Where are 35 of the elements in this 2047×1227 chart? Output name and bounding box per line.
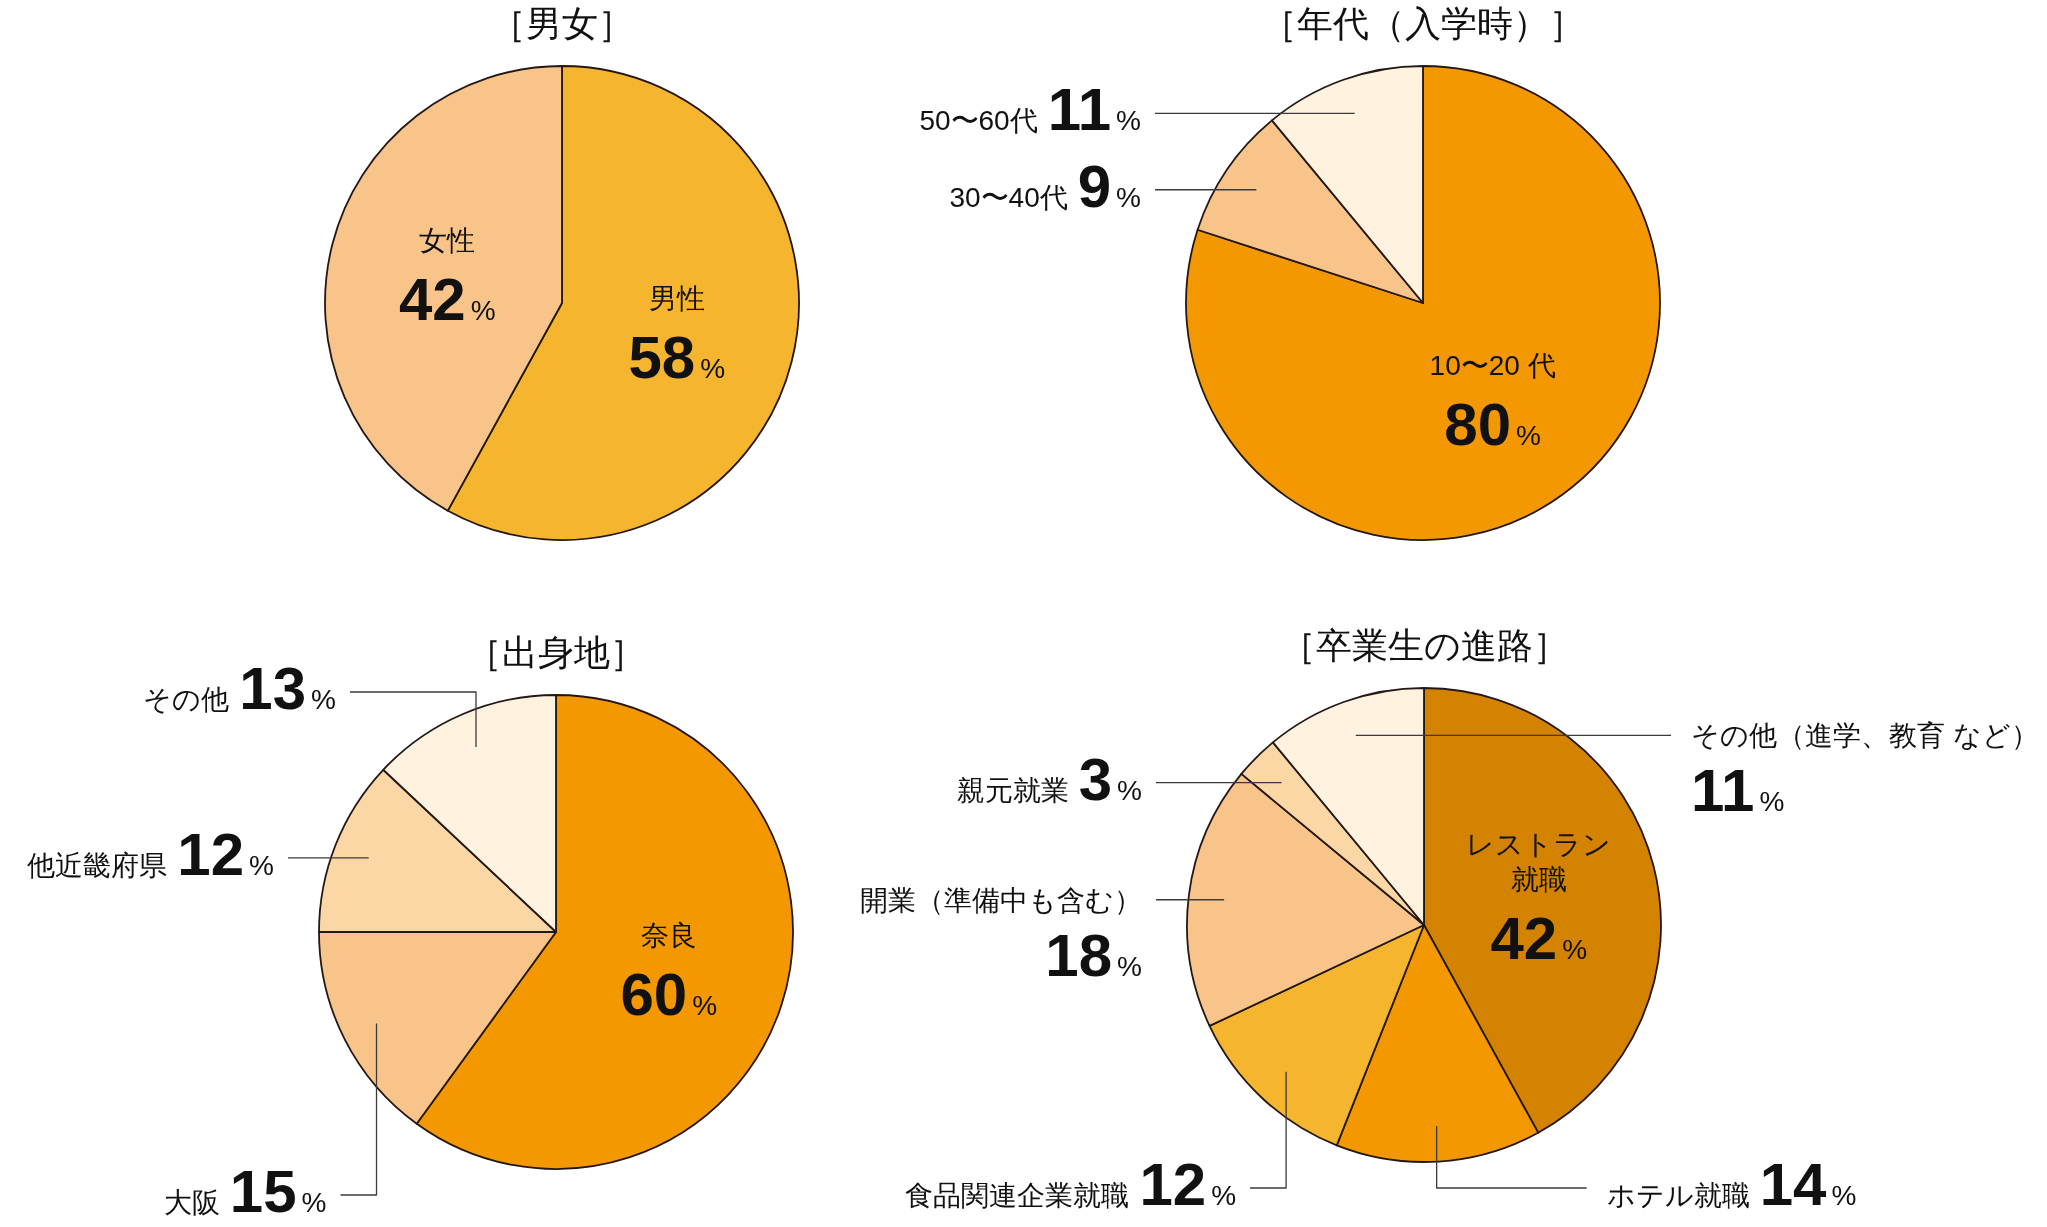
- data-label: 11%: [1691, 757, 1785, 825]
- data-label: 12%: [177, 820, 275, 888]
- slice-label: その他（進学、教育 など）: [1691, 720, 2039, 752]
- slice-label: 男性: [648, 283, 705, 315]
- slice-label: 50〜60代: [919, 105, 1038, 137]
- data-label: 18%: [1045, 921, 1143, 989]
- slice-label: 30〜40代: [949, 181, 1068, 213]
- slice-label: ホテル就職: [1606, 1180, 1750, 1211]
- chart-title: ［男女］: [490, 3, 634, 44]
- slice-label: 大阪: [163, 1187, 220, 1218]
- pie-slice: [1185, 65, 1661, 541]
- data-label: 42%: [398, 265, 496, 333]
- data-label: 58%: [628, 324, 726, 392]
- data-label: 11%: [1047, 76, 1142, 144]
- slice-label: 食品関連企業就職: [905, 1180, 1130, 1211]
- chart-title: ［出身地］: [466, 632, 646, 673]
- data-label: 15%: [229, 1158, 327, 1225]
- slice-label: 10〜20 代: [1429, 349, 1556, 381]
- slice-label: 他近畿府県: [27, 849, 168, 881]
- slice-label: 開業（準備中も含む）: [860, 884, 1142, 916]
- data-label: 42%: [1490, 905, 1588, 973]
- slice-label: レストラン就職: [1466, 829, 1612, 896]
- data-label: 14%: [1759, 1151, 1857, 1218]
- data-label: 12%: [1139, 1151, 1237, 1218]
- data-label: 3%: [1078, 745, 1143, 813]
- slice-label: 親元就業: [956, 774, 1069, 806]
- slice-label: 女性: [419, 224, 476, 256]
- chart-title: ［年代（入学時）］: [1261, 3, 1585, 44]
- data-label: 13%: [239, 655, 337, 722]
- data-label: 9%: [1077, 152, 1142, 220]
- data-label: 80%: [1444, 390, 1541, 458]
- data-label: 60%: [620, 960, 718, 1028]
- slice-label: 奈良: [640, 919, 697, 951]
- slice-label: その他: [143, 684, 230, 715]
- chart-title: ［卒業生の進路］: [1279, 625, 1569, 666]
